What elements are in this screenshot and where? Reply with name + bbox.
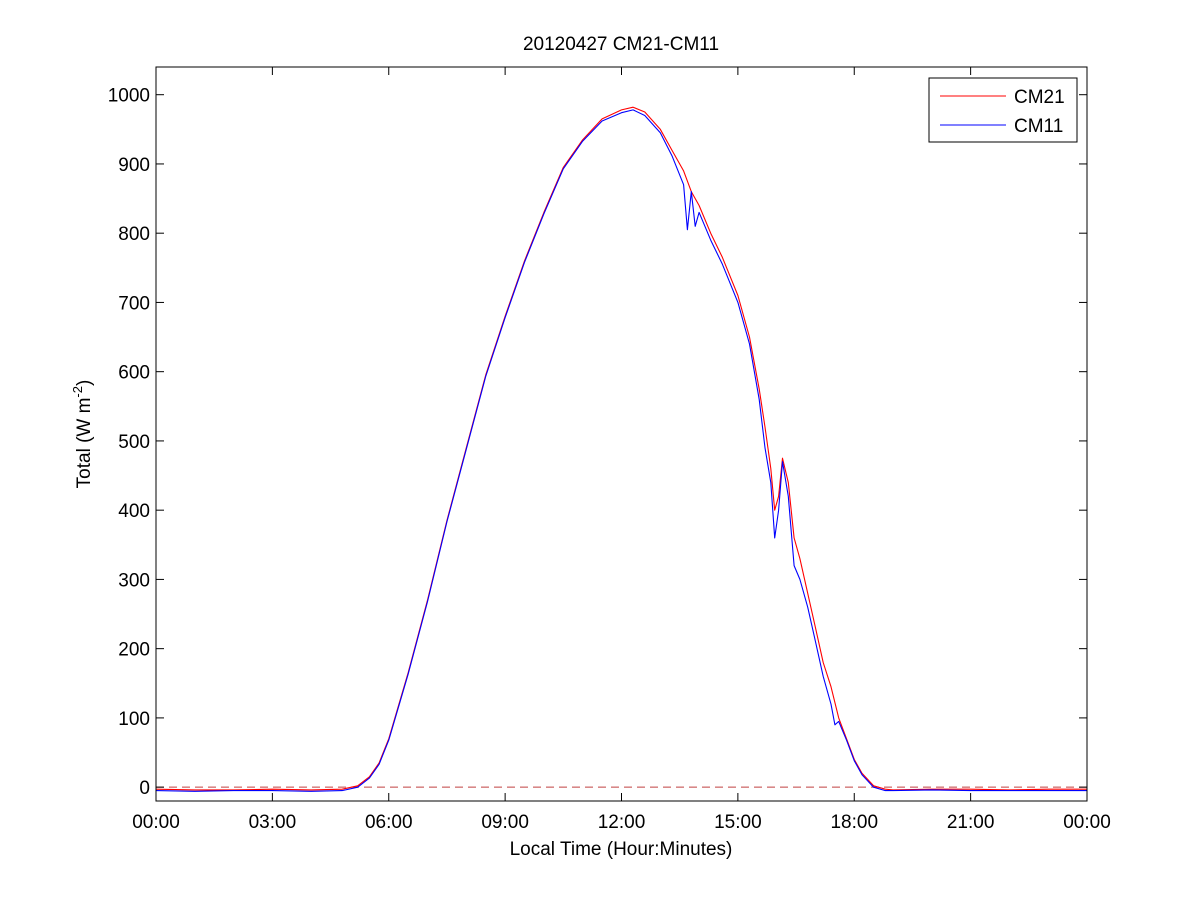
chart-title: 20120427 CM21-CM11 [523,34,719,55]
y-axis-label: Total (W m-2) [70,380,95,489]
legend: CM21 CM11 [928,77,1078,143]
y-tick-label: 0 [139,778,150,799]
plot-area [155,106,1087,792]
y-tick-label: 900 [118,155,150,176]
y-tick-label: 800 [118,224,150,245]
y-tick-label: 400 [118,501,150,522]
axis-ticks: 00:00 03:00 06:00 09:00 12:00 15:00 18:00 21:00… [108,67,1111,833]
legend-label-cm11: CM11 [1014,116,1063,137]
x-tick-label: 03:00 [249,812,297,833]
legend-box [928,77,1078,143]
x-axis-label: Local Time (Hour:Minutes) [510,839,733,860]
y-axis-label-close: ) [74,380,95,386]
y-tick-label: 100 [118,709,150,730]
x-tick-label: 06:00 [365,812,413,833]
y-tick-label: 300 [118,570,150,591]
y-tick-label: 700 [118,293,150,314]
y-tick-label: 600 [118,363,150,384]
x-tick-label: 21:00 [947,812,995,833]
x-tick-label: 18:00 [830,812,878,833]
x-tick-label: 12:00 [598,812,646,833]
y-axis-label-main: Total (W m [74,398,95,489]
x-tick-label: 00:00 [1063,812,1111,833]
y-axis-label-exponent: -2 [70,386,85,398]
y-tick-label: 500 [118,432,150,453]
x-tick-label: 00:00 [132,812,180,833]
y-tick-label: 200 [118,640,150,661]
x-tick-label: 15:00 [714,812,762,833]
series-line-cm11 [155,109,1087,792]
y-tick-label: 1000 [108,86,150,107]
x-tick-label: 09:00 [481,812,529,833]
legend-label-cm21: CM21 [1014,87,1065,108]
